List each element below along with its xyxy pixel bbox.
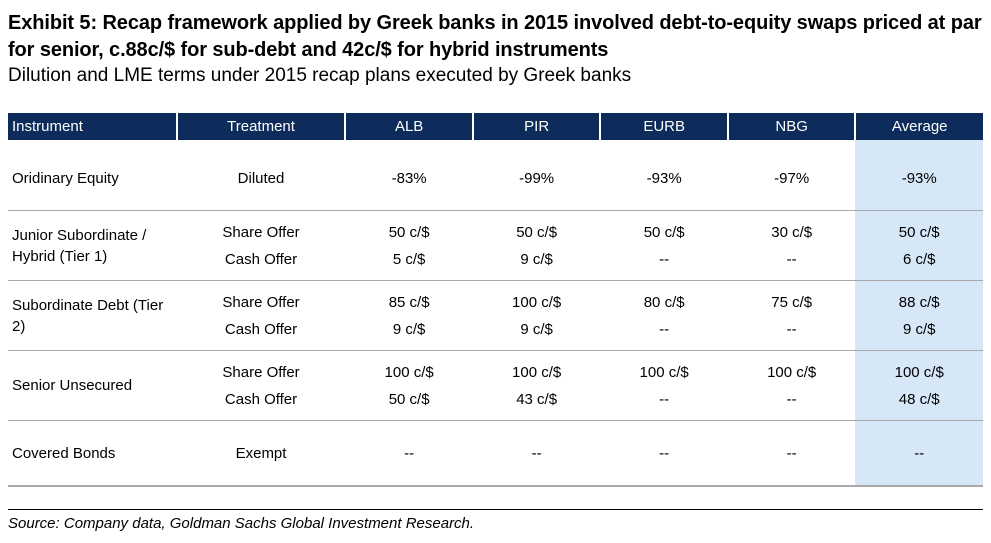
cash-value: -- — [659, 250, 670, 268]
header-row: Instrument Treatment ALB PIR EURB NBG Av… — [8, 113, 983, 140]
header-average: Average — [854, 113, 983, 140]
header-eurb: EURB — [599, 113, 728, 140]
value-cell-alb: 100 c/$ 50 c/$ — [345, 350, 473, 421]
value-cell-nbg: 75 c/$ -- — [727, 280, 856, 351]
value-cell-nbg: 100 c/$ -- — [727, 350, 856, 421]
value-cell-alb: 85 c/$ 9 c/$ — [345, 280, 473, 351]
instrument-cell: Covered Bonds — [8, 420, 177, 487]
share-value: 80 c/$ — [643, 293, 685, 311]
value-cell-pir: 100 c/$ 43 c/$ — [472, 350, 601, 421]
share-value: 85 c/$ — [388, 293, 430, 311]
treatment-cell: Share Offer Cash Offer — [176, 280, 346, 351]
cash-value: 9 c/$ — [902, 320, 936, 338]
value-cell-eurb: 80 c/$ -- — [600, 280, 728, 351]
share-value: 100 c/$ — [639, 363, 689, 381]
share-value: 100 c/$ — [767, 363, 817, 381]
share-value: 100 c/$ — [384, 363, 434, 381]
treatment-cell: Exempt — [176, 420, 346, 487]
value-cell-alb: 50 c/$ 5 c/$ — [345, 210, 473, 281]
value-cell-nbg: 30 c/$ -- — [727, 210, 856, 281]
treatment-cell: Diluted — [176, 146, 346, 211]
share-value: 30 c/$ — [771, 223, 813, 241]
value-cell-pir: 50 c/$ 9 c/$ — [472, 210, 601, 281]
treatment-cash-offer: Cash Offer — [224, 390, 298, 408]
treatment-cell: Share Offer Cash Offer — [176, 210, 346, 281]
value-cell-nbg: -- — [727, 420, 856, 487]
cash-value: 9 c/$ — [520, 320, 553, 338]
share-value: 50 c/$ — [388, 223, 430, 241]
treatment-share-offer: Share Offer — [222, 293, 300, 311]
exhibit-subtitle: Dilution and LME terms under 2015 recap … — [8, 65, 632, 86]
value-cell-eurb: -- — [600, 420, 728, 487]
cash-value: -- — [786, 320, 797, 338]
value-cell-eurb: 50 c/$ -- — [600, 210, 728, 281]
instrument-cell: Oridinary Equity — [8, 146, 177, 211]
share-value: 100 c/$ — [512, 363, 562, 381]
value-cell-average: 88 c/$ 9 c/$ — [855, 280, 983, 351]
table-row: Senior Unsecured Share Offer Cash Offer … — [8, 350, 983, 421]
treatment-share-offer: Share Offer — [222, 223, 300, 241]
cash-value: 9 c/$ — [392, 320, 426, 338]
table-row: Oridinary Equity Diluted -83% -99% -93% … — [8, 146, 983, 211]
header-treatment: Treatment — [175, 113, 346, 140]
share-value: 50 c/$ — [898, 223, 940, 241]
exhibit-title: Exhibit 5: Recap framework applied by Gr… — [8, 12, 982, 61]
value-cell-eurb: -93% — [600, 146, 728, 211]
instrument-cell: Senior Unsecured — [8, 350, 177, 421]
treatment-cash-offer: Cash Offer — [224, 250, 298, 268]
cash-value: 50 c/$ — [388, 390, 430, 408]
cash-value: -- — [786, 390, 797, 408]
table-row: Subordinate Debt (Tier 2) Share Offer Ca… — [8, 280, 983, 351]
share-value: 100 c/$ — [894, 363, 944, 381]
value-cell-eurb: 100 c/$ -- — [600, 350, 728, 421]
treatment-cell: Share Offer Cash Offer — [176, 350, 346, 421]
treatment-cash-offer: Cash Offer — [224, 320, 298, 338]
value-cell-average: 50 c/$ 6 c/$ — [855, 210, 983, 281]
source-note: Source: Company data, Goldman Sachs Glob… — [8, 515, 475, 532]
value-cell-pir: 100 c/$ 9 c/$ — [472, 280, 601, 351]
value-cell-average: 100 c/$ 48 c/$ — [855, 350, 983, 421]
cash-value: 6 c/$ — [902, 250, 936, 268]
value-cell-alb: -83% — [345, 146, 473, 211]
value-cell-average: -93% — [855, 146, 983, 211]
share-value: 50 c/$ — [643, 223, 685, 241]
cash-value: -- — [786, 250, 797, 268]
value-cell-pir: -99% — [472, 146, 601, 211]
cash-value: 43 c/$ — [516, 390, 558, 408]
header-nbg: NBG — [726, 113, 856, 140]
table-row: Covered Bonds Exempt -- -- -- -- -- — [8, 420, 983, 487]
instrument-cell: Junior Subordinate / Hybrid (Tier 1) — [8, 210, 177, 281]
cash-value: 48 c/$ — [898, 390, 940, 408]
cash-value: -- — [659, 390, 670, 408]
cash-value: -- — [659, 320, 670, 338]
header-instrument: Instrument — [8, 113, 177, 140]
value-cell-alb: -- — [345, 420, 473, 487]
instrument-cell: Subordinate Debt (Tier 2) — [8, 280, 177, 351]
share-value: 100 c/$ — [512, 293, 562, 311]
share-value: 50 c/$ — [516, 223, 558, 241]
table-row: Junior Subordinate / Hybrid (Tier 1) Sha… — [8, 210, 983, 281]
share-value: 75 c/$ — [771, 293, 813, 311]
share-value: 88 c/$ — [898, 293, 940, 311]
recap-table: Instrument Treatment ALB PIR EURB NBG Av… — [8, 113, 983, 487]
cash-value: 5 c/$ — [392, 250, 426, 268]
value-cell-average: -- — [855, 420, 983, 487]
header-alb: ALB — [344, 113, 473, 140]
value-cell-nbg: -97% — [727, 146, 856, 211]
treatment-share-offer: Share Offer — [222, 363, 300, 381]
source-divider — [8, 509, 983, 510]
table-container: Instrument Treatment ALB PIR EURB NBG Av… — [8, 113, 983, 487]
value-cell-pir: -- — [472, 420, 601, 487]
header-pir: PIR — [471, 113, 601, 140]
cash-value: 9 c/$ — [520, 250, 553, 268]
